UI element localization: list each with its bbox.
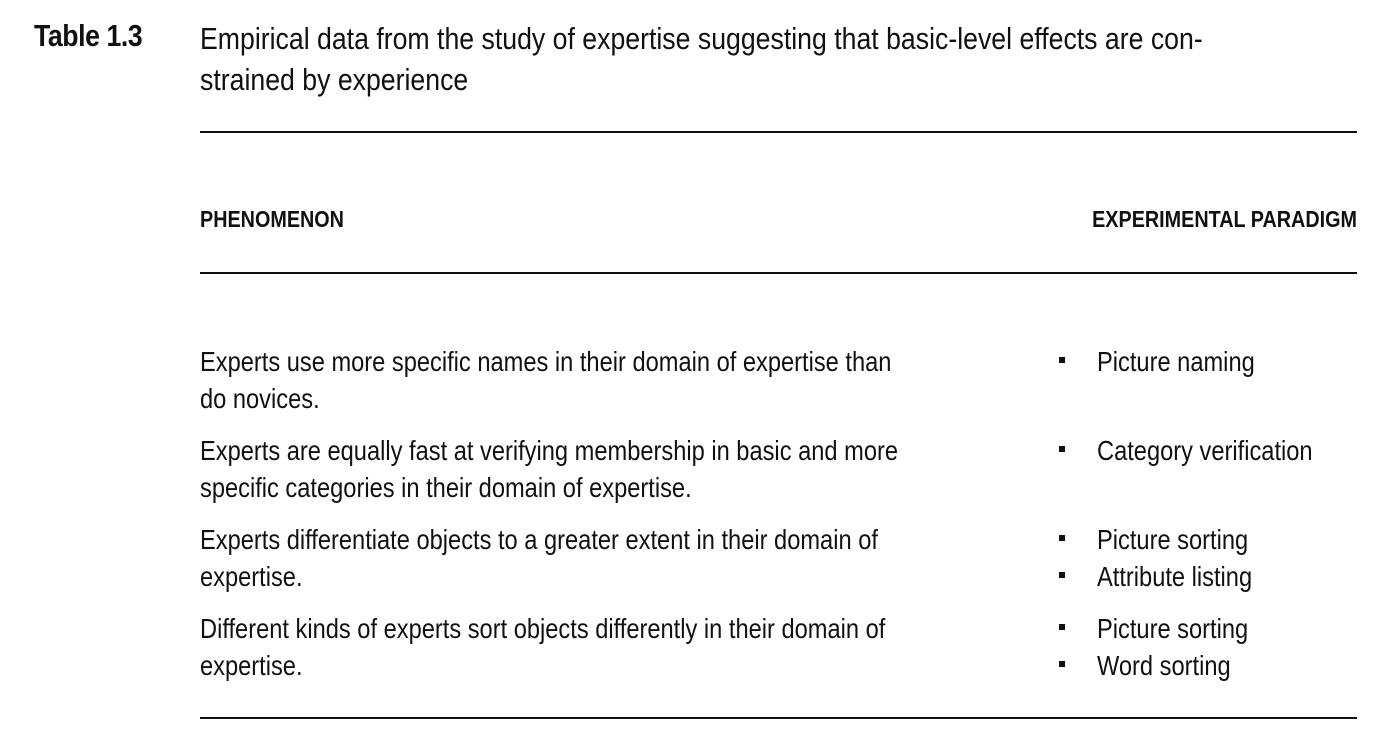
paradigm-item: Word sorting [1097, 650, 1231, 681]
bullet-icon [1059, 624, 1065, 630]
header-experimental-paradigm: EXPERIMENTAL PARADIGM [1092, 206, 1357, 232]
phenomenon-line: Experts are equally fast at verifying me… [200, 435, 899, 466]
phenomenon-line: specific categories in their domain of e… [200, 472, 692, 503]
bottom-rule [200, 717, 1357, 719]
phenomenon-line: Experts use more specific names in their… [200, 346, 892, 377]
bullet-icon [1059, 661, 1065, 667]
table-label: Table 1.3 [34, 18, 143, 53]
table-caption: Empirical data from the study of experti… [200, 18, 1361, 100]
caption-line: Empirical data from the study of experti… [200, 21, 1203, 56]
bullet-icon [1059, 357, 1065, 363]
phenomenon-line: do novices. [200, 383, 320, 414]
phenomenon-line: expertise. [200, 561, 303, 592]
table-row-phenomenon: Experts are equally fast at verifying me… [200, 432, 1008, 506]
paradigm-item: Category verification [1097, 435, 1313, 466]
phenomenon-line: expertise. [200, 650, 303, 681]
header-rule [200, 272, 1357, 274]
header-phenomenon: PHENOMENON [200, 206, 344, 232]
table-row-phenomenon: Different kinds of experts sort objects … [200, 610, 1008, 684]
bullet-icon [1059, 572, 1065, 578]
paradigm-item: Picture naming [1097, 346, 1255, 377]
phenomenon-line: Experts differentiate objects to a great… [200, 524, 878, 555]
paradigm-item: Picture sorting [1097, 613, 1249, 644]
bullet-icon [1059, 535, 1065, 541]
top-rule [200, 131, 1357, 133]
paradigm-item: Picture sorting [1097, 524, 1249, 555]
paradigm-item: Attribute listing [1097, 561, 1253, 592]
table-row-phenomenon: Experts use more specific names in their… [200, 343, 1008, 417]
bullet-icon [1059, 446, 1065, 452]
table-row-phenomenon: Experts differentiate objects to a great… [200, 521, 1008, 595]
caption-line: strained by experience [200, 62, 469, 97]
phenomenon-line: Different kinds of experts sort objects … [200, 613, 886, 644]
